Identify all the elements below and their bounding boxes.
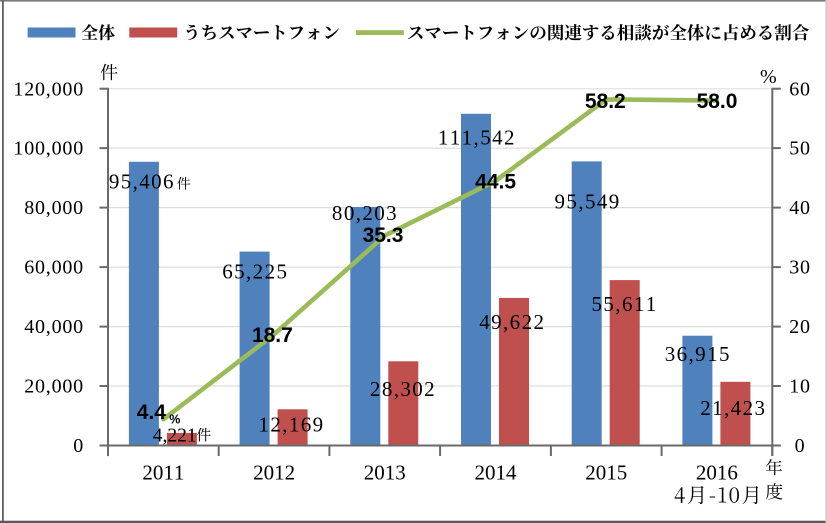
svg-text:36,915: 36,915	[665, 342, 731, 366]
svg-text:40,000: 40,000	[24, 316, 84, 338]
svg-text:21,423: 21,423	[700, 396, 766, 420]
svg-text:18.7: 18.7	[252, 324, 293, 347]
svg-text:100,000: 100,000	[13, 138, 84, 160]
svg-text:2015: 2015	[585, 460, 627, 484]
svg-text:120,000: 120,000	[13, 78, 84, 100]
svg-text:44.5: 44.5	[475, 170, 516, 193]
svg-text:%: %	[169, 412, 180, 426]
svg-text:111,542: 111,542	[438, 125, 516, 149]
svg-text:60: 60	[789, 78, 811, 100]
svg-text:4,221: 4,221	[153, 425, 197, 446]
svg-text:55,611: 55,611	[592, 292, 658, 316]
svg-text:80,000: 80,000	[24, 197, 84, 219]
svg-text:30: 30	[789, 257, 811, 279]
svg-text:35.3: 35.3	[363, 224, 404, 247]
svg-text:58.2: 58.2	[585, 90, 626, 113]
svg-text:58.0: 58.0	[697, 90, 738, 113]
svg-text:40: 40	[789, 197, 811, 219]
svg-text:2013: 2013	[364, 460, 406, 484]
svg-text:2016: 2016	[696, 460, 738, 484]
svg-text:10: 10	[789, 376, 811, 398]
svg-text:60,000: 60,000	[24, 257, 84, 279]
svg-text:%: %	[760, 66, 777, 88]
svg-text:2011: 2011	[142, 460, 184, 484]
svg-text:0: 0	[73, 435, 84, 457]
svg-text:20: 20	[789, 316, 811, 338]
svg-text:95,549: 95,549	[555, 190, 621, 214]
svg-text:2012: 2012	[253, 460, 295, 484]
svg-text:28,302: 28,302	[370, 377, 436, 401]
svg-text:12,169: 12,169	[258, 412, 324, 436]
svg-text:0: 0	[795, 435, 806, 457]
svg-text:95,406: 95,406	[109, 169, 175, 193]
svg-text:4.4: 4.4	[137, 401, 167, 424]
svg-text:49,622: 49,622	[479, 310, 545, 334]
svg-text:20,000: 20,000	[24, 376, 84, 398]
svg-text:50: 50	[789, 138, 811, 160]
svg-text:2014: 2014	[475, 460, 518, 484]
svg-text:65,225: 65,225	[222, 260, 288, 284]
svg-text:80,203: 80,203	[332, 201, 398, 225]
